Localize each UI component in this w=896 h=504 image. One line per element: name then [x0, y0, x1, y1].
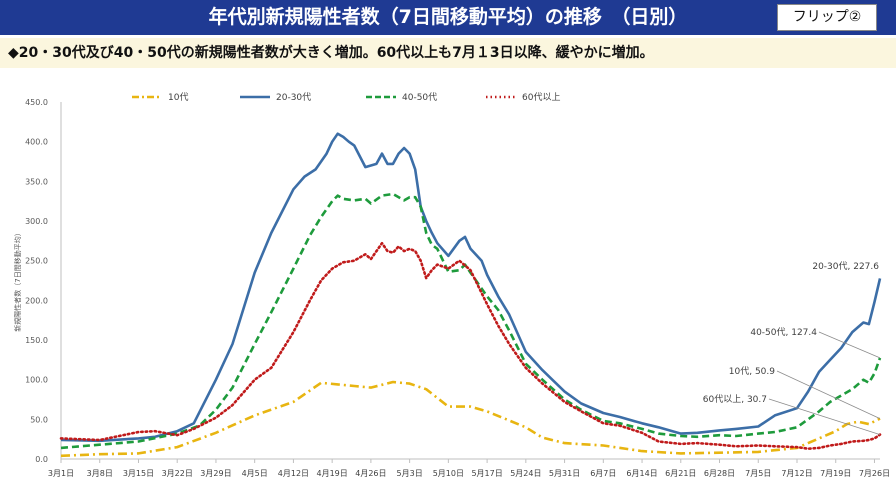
y-axis-title: 新規陽性者数（7日間移動平均）: [13, 229, 22, 331]
legend-label: 40-50代: [402, 92, 437, 103]
x-tick-label: 6月14日: [626, 469, 657, 478]
subtitle-band: [0, 38, 896, 68]
x-tick-label: 4月26日: [355, 469, 386, 478]
y-tick-label: 400.0: [25, 138, 48, 147]
y-tick-label: 450.0: [25, 98, 48, 107]
data-label: 60代以上, 30.7: [703, 394, 767, 405]
x-tick-label: 7月26日: [859, 469, 890, 478]
x-tick-label: 4月19日: [317, 469, 348, 478]
x-tick-label: 5月10日: [433, 469, 464, 478]
y-tick-label: 200.0: [25, 296, 48, 305]
x-tick-label: 7月19日: [820, 469, 851, 478]
flip-badge: フリップ②: [777, 4, 877, 31]
data-label: 40-50代, 127.4: [750, 327, 817, 338]
line-chart: 0.0 50.0 100.0 150.0 200.0 250.0 300.0 350.0 400…: [13, 92, 890, 478]
y-tick-label: 350.0: [25, 177, 48, 186]
subtitle: ◆20・30代及び40・50代の新規陽性者数が大きく増加。60代以上も7月１3日…: [8, 45, 654, 61]
x-tick-label: 3月1日: [48, 469, 74, 478]
y-tick-label: 0.0: [35, 455, 48, 464]
x-tick-label: 3月8日: [87, 469, 113, 478]
legend-label: 10代: [168, 92, 188, 103]
y-tick-label: 300.0: [25, 217, 48, 226]
page-title: 年代別新規陽性者数（7日間移動平均）の推移 （日別）: [208, 6, 688, 28]
x-tick-label: 3月15日: [123, 469, 154, 478]
series-line: [60, 192, 882, 450]
y-tick-label: 150.0: [25, 336, 48, 345]
title-bar: [0, 0, 896, 35]
x-tick-label: 5月17日: [471, 469, 502, 478]
x-tick-label: 6月7日: [590, 469, 616, 478]
series-line: [59, 241, 882, 450]
x-tick-label: 4月12日: [278, 469, 309, 478]
data-label-leader: [776, 370, 881, 419]
data-label: 20-30代, 227.6: [812, 261, 879, 272]
data-label-leader: [768, 398, 881, 436]
y-tick-label: 100.0: [25, 376, 48, 385]
legend-label: 20-30代: [276, 92, 311, 103]
x-tick-label: 3月29日: [200, 469, 231, 478]
x-tick-label: 5月24日: [510, 469, 541, 478]
x-tick-label: 6月21日: [665, 469, 696, 478]
x-tick-label: 5月3日: [397, 469, 423, 478]
x-tick-label: 3月22日: [162, 469, 193, 478]
x-tick-label: 5月31日: [549, 469, 580, 478]
y-tick-label: 250.0: [25, 257, 48, 266]
x-tick-label: 7月12日: [781, 469, 812, 478]
x-tick-label: 4月5日: [242, 469, 268, 478]
x-tick-label: 7月5日: [745, 469, 771, 478]
data-label: 10代, 50.9: [729, 366, 775, 377]
y-tick-label: 50.0: [30, 415, 48, 424]
legend-label: 60代以上: [522, 92, 560, 103]
data-label-leader: [818, 331, 881, 359]
x-tick-label: 6月28日: [704, 469, 735, 478]
series-line: [60, 132, 882, 443]
